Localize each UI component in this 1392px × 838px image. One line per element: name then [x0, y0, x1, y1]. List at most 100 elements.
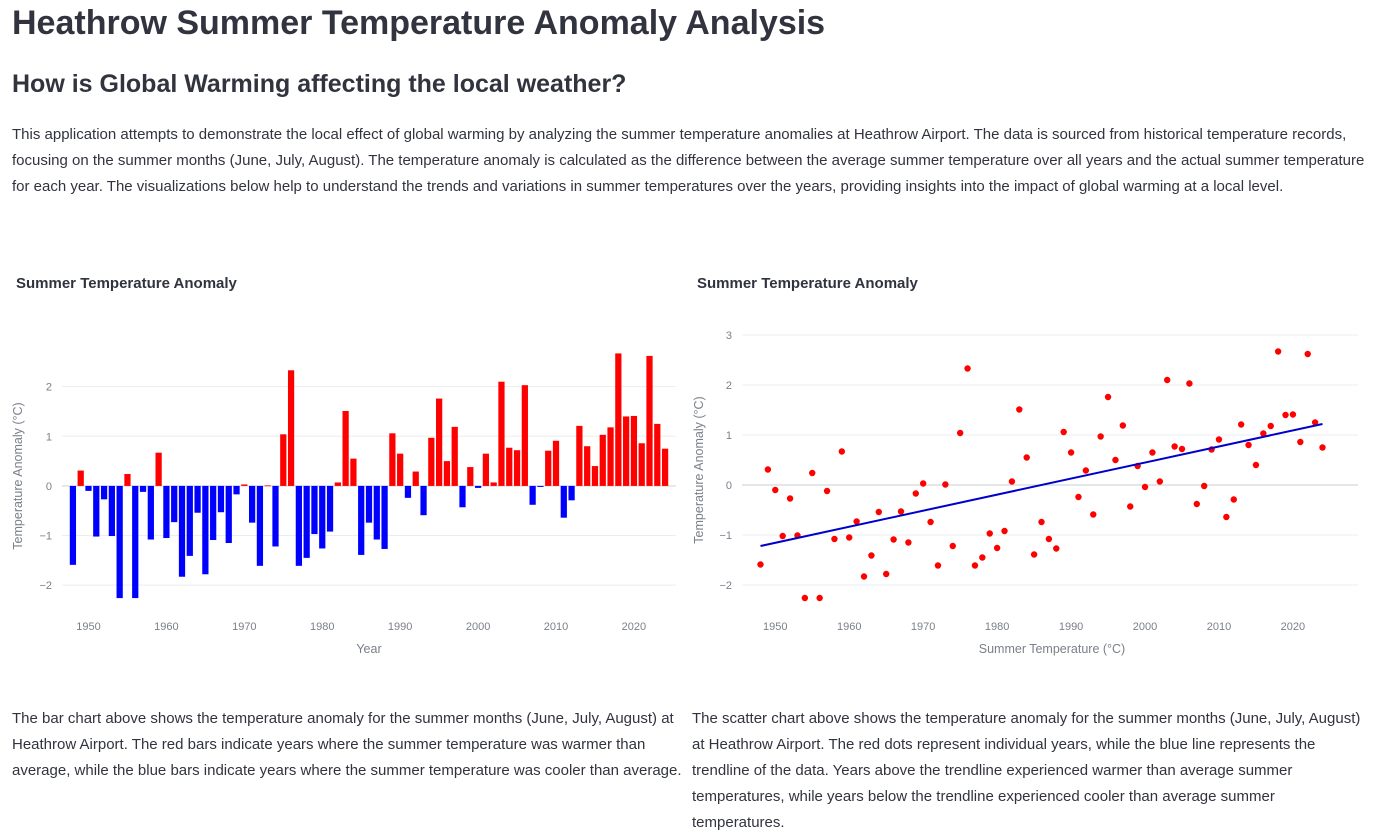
y-tick-label: −1: [39, 531, 52, 543]
bar: [490, 482, 497, 486]
bar: [654, 423, 661, 486]
bar: [342, 410, 349, 486]
y-tick-label: 0: [726, 480, 732, 492]
scatter-point: [1311, 419, 1319, 426]
bar: [529, 485, 536, 505]
scatter-point: [897, 508, 905, 515]
bar: [521, 385, 528, 486]
scatter-point: [1237, 421, 1245, 428]
scatter-point: [764, 466, 772, 473]
bar: [365, 485, 373, 523]
scatter-point: [1016, 406, 1023, 413]
scatter-point: [823, 487, 831, 495]
scatter-point: [919, 480, 927, 487]
scatter-point: [1304, 350, 1311, 358]
bar: [537, 485, 544, 487]
bar: [623, 416, 630, 486]
scatter-point: [809, 469, 816, 477]
bar: [163, 485, 170, 539]
bar: [560, 485, 567, 518]
bar: [85, 485, 92, 491]
scatter-point: [1215, 436, 1223, 443]
scatter-point: [993, 544, 1001, 552]
bar: [467, 467, 474, 486]
bar: [225, 485, 232, 543]
y-tick-label: 1: [46, 431, 52, 443]
x-tick-label: 1970: [232, 621, 256, 633]
y-tick-label: −1: [719, 530, 732, 542]
scatter-point: [1193, 500, 1200, 508]
bar: [217, 485, 225, 513]
x-tick-label: 2020: [622, 621, 646, 633]
bar: [280, 434, 287, 486]
bar: [178, 485, 186, 577]
bar: [249, 485, 256, 523]
bar: [69, 485, 77, 565]
x-tick-label: 2010: [1207, 621, 1231, 633]
x-tick-label: 2020: [1281, 621, 1305, 633]
scatter-point: [971, 562, 979, 569]
bar: [287, 370, 295, 486]
bar: [404, 485, 412, 498]
bar: [615, 353, 622, 486]
scatter-point: [1200, 482, 1208, 490]
scatter-point: [1274, 348, 1282, 355]
x-tick-label: 2000: [1133, 621, 1157, 633]
bar: [420, 485, 427, 516]
bar: [194, 485, 201, 513]
bar: [607, 427, 614, 486]
bar: [599, 434, 606, 486]
bar: [459, 485, 466, 508]
bar: [210, 485, 217, 541]
scatter-point: [846, 534, 853, 541]
scatter-point: [786, 495, 794, 502]
y-tick-label: 2: [726, 380, 732, 392]
x-tick-label: 1990: [388, 621, 412, 633]
bar: [155, 452, 162, 486]
scatter-point: [875, 508, 883, 516]
bar: [350, 458, 357, 486]
bar: [506, 447, 513, 486]
scatter-point: [772, 486, 779, 494]
scatter-point: [831, 535, 838, 543]
scatter-point: [1001, 527, 1008, 535]
scatter-point: [1149, 449, 1156, 456]
scatter-point: [986, 530, 993, 537]
x-tick-label: 1950: [76, 621, 100, 633]
bar: [661, 448, 669, 486]
bar: [171, 485, 178, 523]
scatter-point: [1289, 411, 1297, 418]
y-tick-label: 1: [726, 430, 732, 442]
scatter-point: [1075, 493, 1082, 501]
x-tick-label: 2000: [466, 621, 490, 633]
bar: [319, 485, 326, 549]
scatter-point: [912, 490, 919, 497]
bar: [630, 415, 638, 486]
scatter-point: [838, 448, 846, 455]
scatter-chart-description: The scatter chart above shows the temper…: [692, 710, 1361, 831]
bar: [436, 398, 443, 486]
intro-paragraph: This application attempts to demonstrate…: [12, 126, 1365, 195]
bar: [451, 426, 458, 486]
bar: [591, 466, 599, 486]
page-subtitle: How is Global Warming affecting the loca…: [12, 70, 627, 98]
scatter-point: [1127, 503, 1134, 510]
bar: [334, 482, 341, 486]
bar: [295, 485, 302, 566]
y-tick-label: −2: [719, 580, 732, 592]
bar: [576, 425, 583, 486]
y-tick-label: −2: [39, 580, 52, 592]
bar: [412, 471, 419, 486]
scatter-point: [1156, 478, 1164, 485]
bar: [373, 485, 380, 540]
x-tick-label: 1960: [837, 621, 861, 633]
scatter-point: [1252, 461, 1260, 469]
scatter-point: [956, 429, 964, 437]
y-axis-label: Temperature Anomaly (°C): [11, 402, 25, 549]
bar: [256, 485, 264, 566]
scatter-point: [1104, 393, 1112, 401]
bar: [389, 433, 396, 486]
x-tick-label: 1960: [154, 621, 178, 633]
scatter-point: [1245, 441, 1252, 449]
bar: [233, 485, 240, 495]
